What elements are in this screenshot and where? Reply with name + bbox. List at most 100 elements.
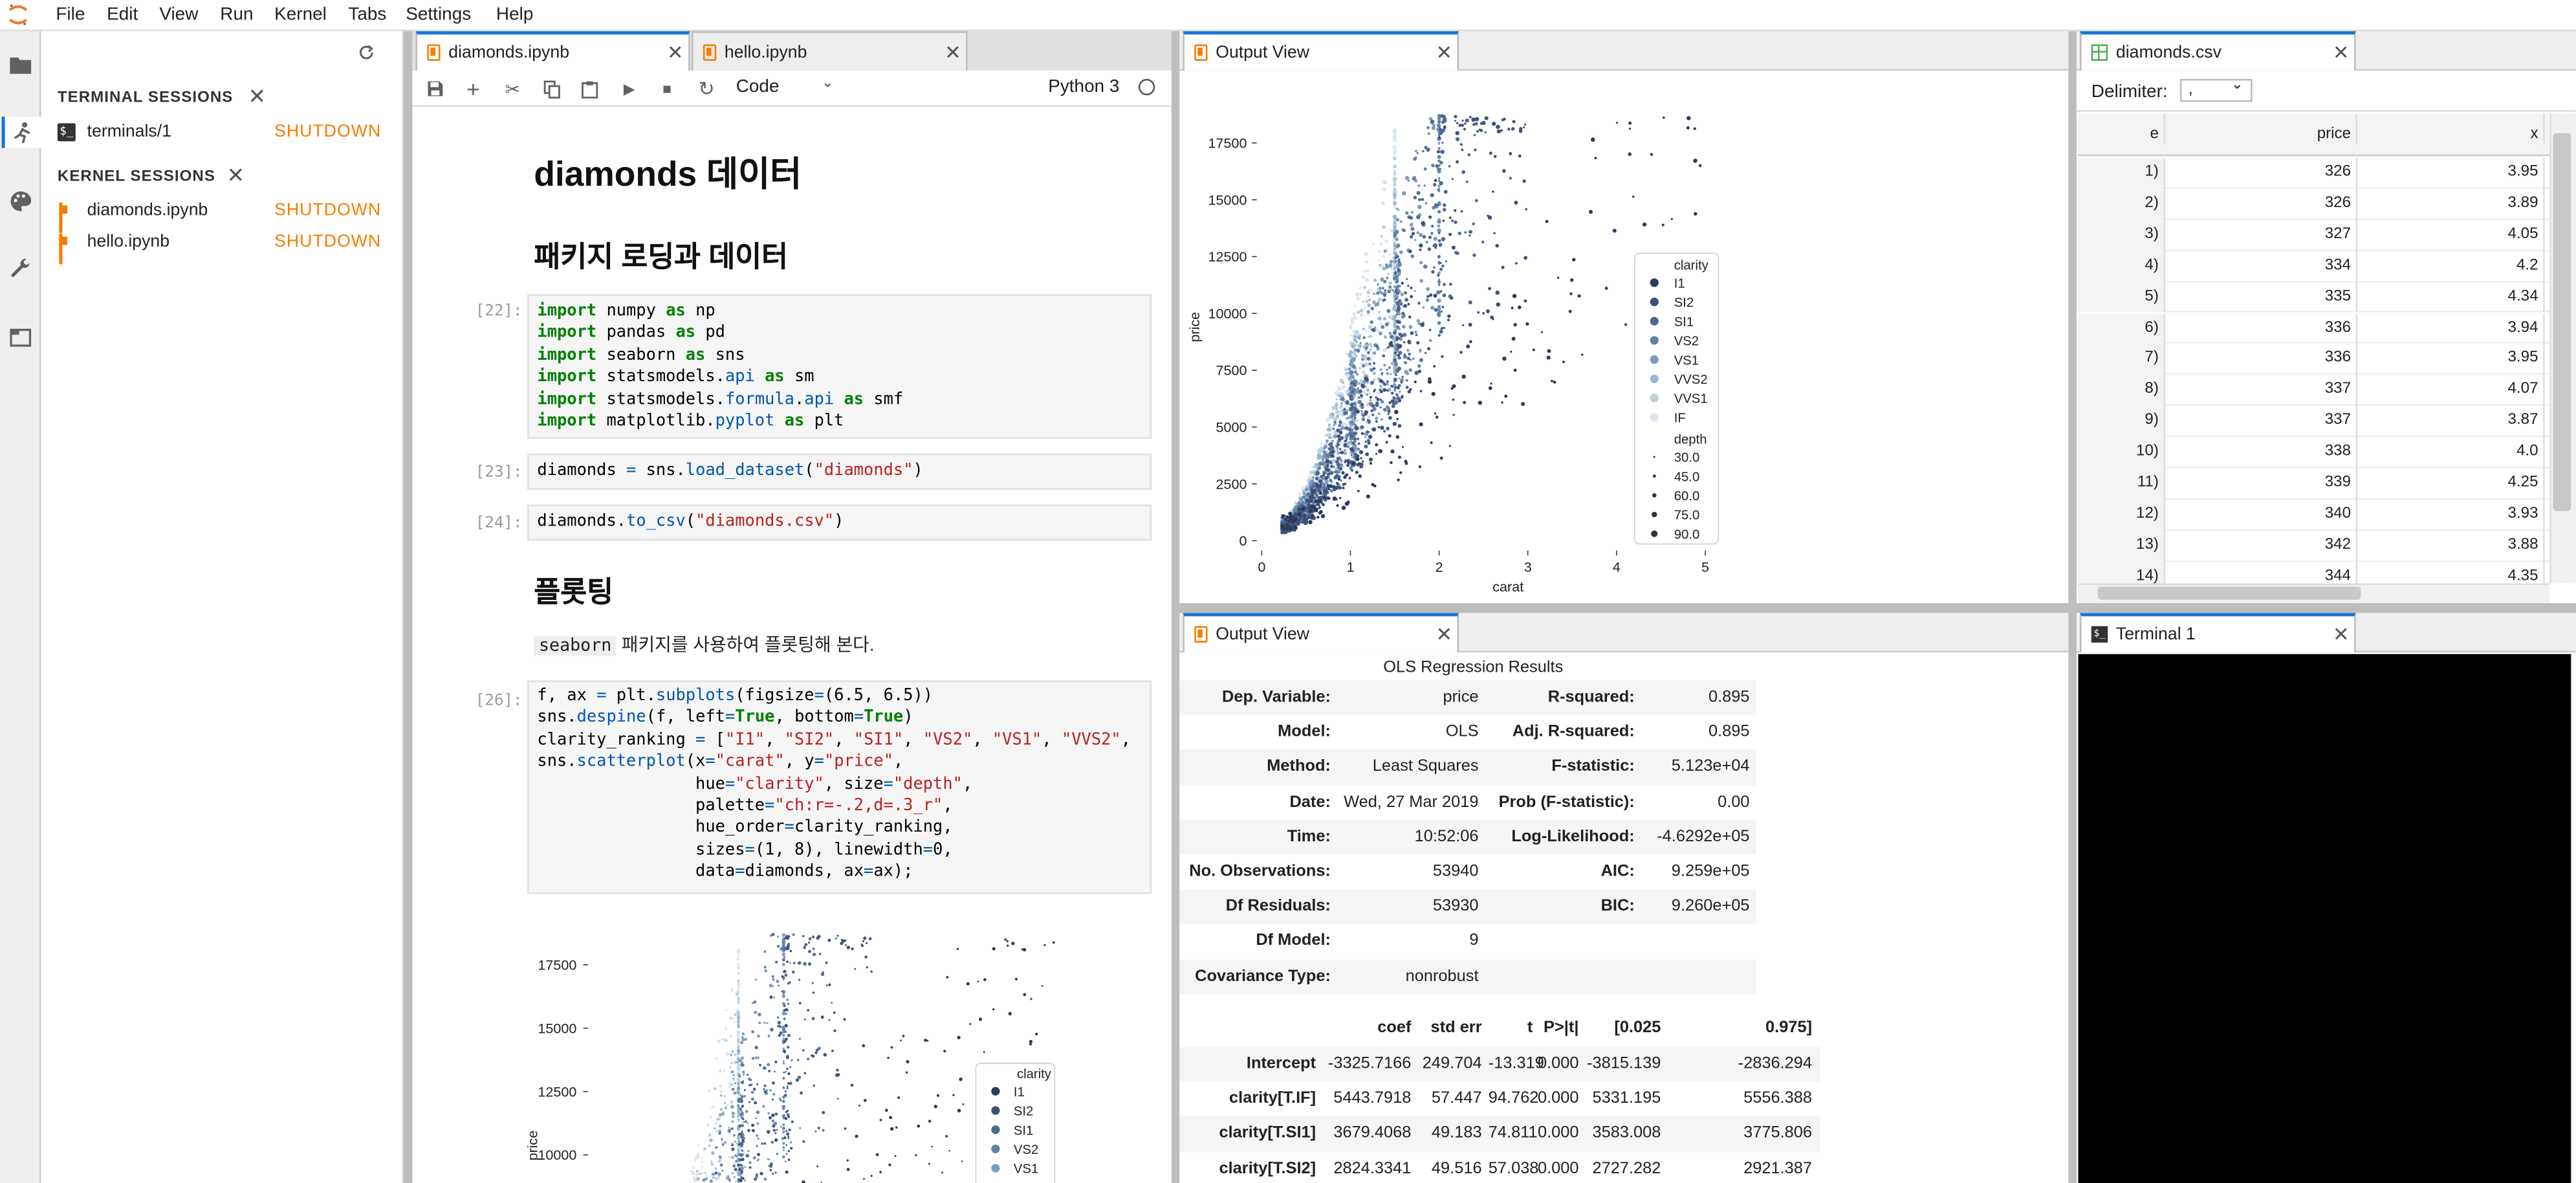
csv-cell[interactable]: 4.35 [2357,561,2545,593]
cut-icon[interactable]: ✂ [505,80,521,100]
restart-icon[interactable]: ↻ [698,77,715,100]
code-cell-to-csv[interactable]: diamonds.to_csv("diamonds.csv") [527,504,1152,541]
csv-cell[interactable]: 3.95 [2357,344,2545,375]
csv-cell[interactable]: 3.89 [2357,188,2545,220]
shutdown-terminal-button[interactable]: SHUTDOWN [274,121,382,142]
wrench-icon[interactable] [5,253,36,284]
scrollbar-thumb[interactable] [2553,133,2571,511]
stop-icon[interactable]: ■ [662,80,671,97]
csv-cell[interactable]: 338 [2165,437,2358,469]
csv-row-header[interactable]: 10) [2078,437,2166,469]
csv-cell[interactable]: 4.2 [2357,250,2545,282]
csv-row-header[interactable]: 4) [2078,250,2166,282]
csv-row-header[interactable]: 6) [2078,313,2166,344]
menu-help[interactable]: Help [496,5,534,25]
close-tab-icon[interactable]: ✕ [1435,623,1452,647]
save-icon[interactable] [422,76,449,102]
menu-edit[interactable]: Edit [107,5,138,25]
add-cell-icon[interactable]: + [466,75,480,102]
tabs-icon[interactable] [5,322,36,353]
folder-icon[interactable] [5,49,36,80]
close-tab-icon[interactable]: ✕ [2333,41,2350,65]
kernel-session-item[interactable]: diamonds.ipynb SHUTDOWN [58,200,386,234]
csv-cell[interactable]: 4.25 [2357,468,2545,500]
csv-cell[interactable]: 4.0 [2357,437,2545,469]
tab-output-view[interactable]: Output View ✕ [1183,613,1459,653]
csv-cell[interactable]: 3.95 [2357,157,2545,189]
close-kernel-sessions-icon[interactable]: ✕ [226,162,245,188]
csv-row-header[interactable]: 3) [2078,219,2166,251]
panel-splitter[interactable] [2068,31,2077,1183]
kernel-session-item[interactable]: hello.ipynb SHUTDOWN [58,232,386,265]
tab-output-view[interactable]: Output View ✕ [1183,31,1459,71]
tab-hello-notebook[interactable]: hello.ipynb ✕ [692,31,968,71]
csv-cell[interactable]: 3.87 [2357,406,2545,437]
close-tab-icon[interactable]: ✕ [944,40,961,63]
csv-cell[interactable]: 327 [2165,219,2358,251]
copy-icon[interactable] [539,76,565,102]
menu-settings[interactable]: Settings [406,5,472,25]
csv-row-header[interactable]: 8) [2078,375,2166,406]
csv-cell[interactable]: 4.34 [2357,282,2545,313]
csv-cell[interactable]: 342 [2165,530,2358,562]
csv-column-header[interactable]: x [2357,113,2545,145]
csv-cell[interactable]: 336 [2165,344,2358,375]
csv-cell[interactable]: 326 [2165,157,2358,189]
csv-row-header[interactable]: 11) [2078,468,2166,500]
csv-cell[interactable]: 336 [2165,313,2358,344]
cell-type-select[interactable]: Code ⌄ [736,74,838,100]
csv-row-header[interactable]: 1) [2078,157,2166,189]
panel-splitter[interactable] [404,31,413,1183]
refresh-icon[interactable] [358,45,375,61]
csv-cell[interactable]: 3.94 [2357,313,2545,344]
panel-splitter[interactable] [2076,603,2576,614]
tab-diamonds-notebook[interactable]: diamonds.ipynb ✕ [415,31,690,71]
csv-column-header[interactable]: e [2078,113,2166,145]
close-tab-icon[interactable]: ✕ [666,41,684,65]
csv-cell[interactable]: 334 [2165,250,2358,282]
tab-terminal[interactable]: $_ Terminal 1 ✕ [2080,613,2356,653]
menu-tabs[interactable]: Tabs [348,5,387,25]
delimiter-select[interactable]: , ⌄ [2179,76,2253,102]
menu-file[interactable]: File [56,5,85,25]
menu-kernel[interactable]: Kernel [274,5,327,25]
scrollbar-thumb[interactable] [2097,586,2361,600]
csv-cell[interactable]: 344 [2165,561,2358,593]
csv-cell[interactable]: 339 [2165,468,2358,500]
csv-cell[interactable]: 326 [2165,188,2358,220]
csv-cell[interactable]: 4.07 [2357,375,2545,406]
csv-cell[interactable]: 335 [2165,282,2358,313]
tab-diamonds-csv[interactable]: diamonds.csv ✕ [2080,31,2356,71]
shutdown-kernel-button[interactable]: SHUTDOWN [274,232,382,252]
paste-icon[interactable] [576,76,603,102]
csv-grid[interactable]: e price x 1) 326 3.95 2) 326 3.89 3) 327 4.05 4) 334 4… [2078,113,2576,603]
csv-row-header[interactable]: 13) [2078,530,2166,562]
csv-row-header[interactable]: 2) [2078,188,2166,220]
csv-row-header[interactable]: 5) [2078,282,2166,313]
code-cell-imports[interactable]: import numpy as np import pandas as pd i… [527,294,1152,439]
code-cell-load-dataset[interactable]: diamonds = sns.load_dataset("diamonds") [527,453,1152,490]
menu-view[interactable]: View [159,5,199,25]
csv-row-header[interactable]: 9) [2078,406,2166,437]
csv-row-header[interactable]: 7) [2078,344,2166,375]
running-icon[interactable] [1,116,41,148]
terminal-screen[interactable] [2078,654,2571,1183]
close-terminal-sessions-icon[interactable]: ✕ [248,83,267,109]
menu-run[interactable]: Run [220,5,254,25]
code-cell-scatterplot[interactable]: f, ax = plt.subplots(figsize=(6.5, 6.5))… [527,680,1152,894]
run-icon[interactable]: ▶ [623,80,635,96]
csv-cell[interactable]: 3.88 [2357,530,2545,562]
csv-cell[interactable]: 340 [2165,499,2358,531]
panel-splitter[interactable] [1171,31,1180,1183]
kernel-name[interactable]: Python 3 [1048,77,1120,97]
csv-cell[interactable]: 3.93 [2357,499,2545,531]
csv-column-header[interactable]: price [2165,113,2358,145]
csv-cell[interactable]: 337 [2165,375,2358,406]
close-tab-icon[interactable]: ✕ [2333,623,2350,647]
shutdown-kernel-button[interactable]: SHUTDOWN [274,200,382,221]
csv-row-header[interactable]: 12) [2078,499,2166,531]
csv-cell[interactable]: 337 [2165,406,2358,437]
csv-cell[interactable]: 4.05 [2357,219,2545,251]
palette-icon[interactable] [5,186,36,217]
close-tab-icon[interactable]: ✕ [1435,41,1452,65]
